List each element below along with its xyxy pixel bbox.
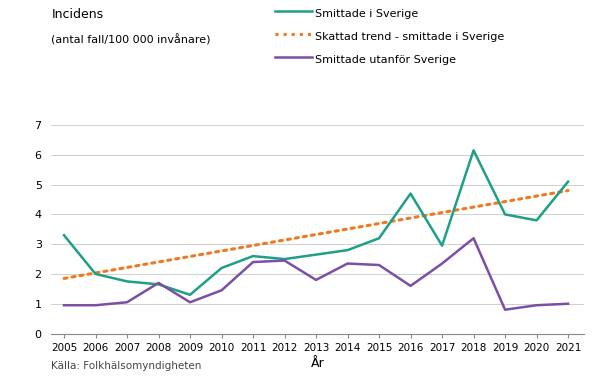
Smittade utanför Sverige [439,261,446,266]
Text: Smittade utanför Sverige: Smittade utanför Sverige [315,55,456,65]
Text: Smittade i Sverige: Smittade i Sverige [315,9,418,19]
Smittade utanför Sverige [281,258,288,263]
X-axis label: År: År [311,357,324,370]
Smittade i Sverige [155,282,162,287]
Smittade i Sverige [281,257,288,262]
Smittade i Sverige [249,254,257,258]
Smittade i Sverige [344,248,351,252]
Smittade i Sverige [92,272,99,276]
Text: Källa: Folkhälsomyndigheten: Källa: Folkhälsomyndigheten [51,362,202,371]
Smittade utanför Sverige [186,300,194,305]
Smittade utanför Sverige [312,278,319,282]
Line: Smittade utanför Sverige: Smittade utanför Sverige [64,238,568,310]
Smittade utanför Sverige [218,288,225,293]
Smittade i Sverige [312,252,319,257]
Smittade i Sverige [60,233,68,238]
Smittade utanför Sverige [376,263,383,267]
Smittade i Sverige [439,243,446,248]
Text: (antal fall/100 000 invånare): (antal fall/100 000 invånare) [51,34,211,45]
Smittade i Sverige [470,148,477,153]
Smittade utanför Sverige [60,303,68,307]
Smittade i Sverige [502,212,509,217]
Text: Skattad trend - smittade i Sverige: Skattad trend - smittade i Sverige [315,32,504,42]
Smittade utanför Sverige [564,301,572,306]
Smittade utanför Sverige [155,280,162,285]
Smittade utanför Sverige [123,300,131,305]
Smittade utanför Sverige [92,303,99,307]
Smittade i Sverige [407,191,414,196]
Text: Incidens: Incidens [51,8,103,20]
Smittade utanför Sverige [470,236,477,241]
Smittade i Sverige [533,218,540,222]
Smittade utanför Sverige [249,260,257,264]
Smittade i Sverige [123,279,131,283]
Smittade i Sverige [564,179,572,184]
Smittade i Sverige [376,236,383,241]
Smittade i Sverige [186,293,194,297]
Line: Smittade i Sverige: Smittade i Sverige [64,150,568,295]
Smittade utanför Sverige [502,307,509,312]
Smittade utanför Sverige [533,303,540,307]
Smittade i Sverige [218,266,225,270]
Smittade utanför Sverige [407,283,414,288]
Smittade utanför Sverige [344,261,351,266]
